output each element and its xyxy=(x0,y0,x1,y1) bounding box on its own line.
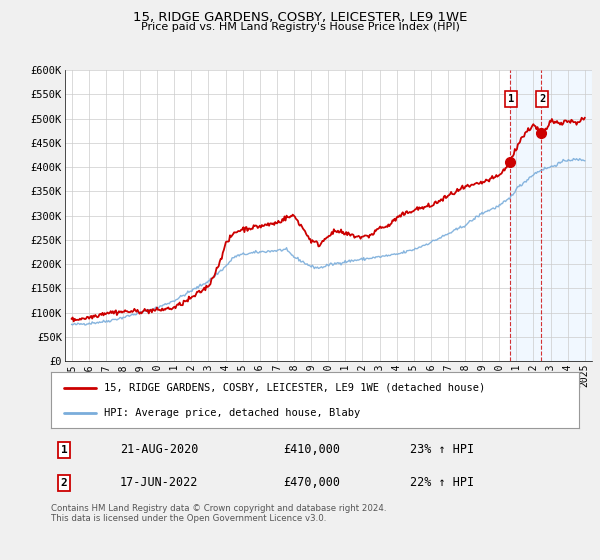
Text: 15, RIDGE GARDENS, COSBY, LEICESTER, LE9 1WE: 15, RIDGE GARDENS, COSBY, LEICESTER, LE9… xyxy=(133,11,467,24)
Text: Price paid vs. HM Land Registry's House Price Index (HPI): Price paid vs. HM Land Registry's House … xyxy=(140,22,460,32)
Bar xyxy=(510,70,592,361)
Text: 23% ↑ HPI: 23% ↑ HPI xyxy=(410,444,474,456)
Text: 17-JUN-2022: 17-JUN-2022 xyxy=(119,477,198,489)
Text: 1: 1 xyxy=(61,445,68,455)
Text: 2: 2 xyxy=(61,478,68,488)
Text: Contains HM Land Registry data © Crown copyright and database right 2024.
This d: Contains HM Land Registry data © Crown c… xyxy=(51,504,386,524)
Text: 21-AUG-2020: 21-AUG-2020 xyxy=(119,444,198,456)
Text: 2: 2 xyxy=(539,94,545,104)
Text: 1: 1 xyxy=(508,94,514,104)
Text: 15, RIDGE GARDENS, COSBY, LEICESTER, LE9 1WE (detached house): 15, RIDGE GARDENS, COSBY, LEICESTER, LE9… xyxy=(104,382,485,393)
Text: HPI: Average price, detached house, Blaby: HPI: Average price, detached house, Blab… xyxy=(104,408,360,418)
Text: £410,000: £410,000 xyxy=(283,444,340,456)
Text: £470,000: £470,000 xyxy=(283,477,340,489)
Text: 22% ↑ HPI: 22% ↑ HPI xyxy=(410,477,474,489)
